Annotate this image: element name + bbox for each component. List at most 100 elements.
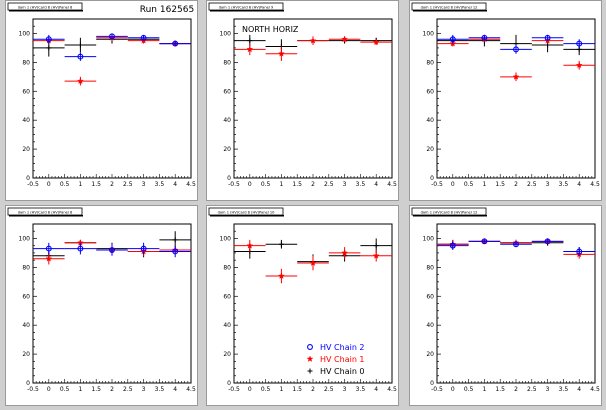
data-point — [481, 34, 488, 41]
data-point — [576, 40, 583, 47]
plot-frame — [436, 223, 596, 384]
pad-title-shadow — [413, 215, 487, 217]
x-tick-label: 4.5 — [387, 386, 397, 393]
y-tick-label: 40 — [22, 322, 30, 329]
data-point — [45, 245, 52, 252]
data-point — [372, 38, 380, 45]
y-tick-label: 20 — [22, 351, 30, 358]
x-tick-label: 3 — [343, 386, 347, 393]
x-tick-label: 3 — [546, 181, 550, 188]
pad-title: dam 1 (HV)Card 8 (HV)Panel 12 — [421, 211, 478, 215]
y-tick-label: 60 — [22, 88, 30, 95]
data-point — [109, 247, 115, 253]
pad-title-shadow — [210, 215, 284, 217]
x-tick-label: 2 — [514, 386, 518, 393]
x-tick-label: 1.5 — [292, 386, 302, 393]
x-tick-label: 0.5 — [60, 181, 70, 188]
data-point — [278, 50, 285, 57]
pad-title-shadow — [9, 10, 83, 12]
y-tick-label: 0 — [227, 380, 231, 387]
y-tick-label: 80 — [426, 59, 434, 66]
data-point — [246, 45, 254, 53]
x-tick-label: 2 — [110, 181, 114, 188]
data-point — [309, 37, 317, 44]
x-tick-label: 2.5 — [324, 386, 334, 393]
y-tick-label: 20 — [223, 351, 231, 358]
x-tick-label: -0.5 — [228, 181, 240, 188]
y-tick-label: 0 — [430, 175, 434, 182]
plot-pad-3: dam 1 (HV)Card 8 (HV)Panel 1202040608010… — [409, 0, 602, 201]
y-tick-label: 80 — [426, 264, 434, 271]
y-tick-label: 40 — [223, 322, 231, 329]
y-tick-label: 20 — [426, 146, 434, 153]
pad-title-shadow — [9, 215, 83, 217]
data-point — [341, 35, 348, 43]
data-point — [373, 243, 379, 249]
data-point — [544, 34, 551, 41]
legend-marker — [307, 368, 313, 374]
data-point — [140, 245, 147, 252]
y-tick-label: 40 — [426, 117, 434, 124]
x-tick-label: 3.5 — [356, 181, 366, 188]
x-tick-label: 4.5 — [186, 181, 196, 188]
data-point — [77, 42, 83, 48]
x-tick-label: 3.5 — [155, 181, 165, 188]
pad-title-shadow — [413, 10, 487, 12]
y-tick-label: 80 — [223, 59, 231, 66]
data-point — [140, 34, 147, 41]
data-point — [77, 77, 84, 85]
x-tick-label: 0.5 — [261, 386, 271, 393]
data-point — [372, 252, 380, 259]
legend-marker — [306, 355, 314, 362]
plot-pad-6: dam 1 (HV)Card 8 (HV)Panel 1202040608010… — [409, 205, 602, 406]
y-tick-label: 100 — [19, 30, 31, 37]
x-tick-label: 4 — [374, 181, 378, 188]
x-tick-label: 4.5 — [590, 386, 600, 393]
y-tick-label: 100 — [423, 235, 435, 242]
data-point — [172, 248, 179, 255]
y-tick-label: 100 — [423, 30, 435, 37]
y-tick-label: 100 — [19, 235, 31, 242]
x-tick-label: 2.5 — [123, 386, 133, 393]
data-point — [278, 272, 285, 279]
y-tick-label: 60 — [426, 293, 434, 300]
x-tick-label: 2.5 — [123, 181, 133, 188]
data-point — [575, 61, 583, 69]
plot-frame — [233, 223, 393, 384]
data-point — [246, 242, 254, 249]
x-tick-label: 0 — [47, 181, 51, 188]
x-tick-label: 0.5 — [464, 181, 474, 188]
data-point — [278, 241, 284, 247]
x-tick-label: 2.5 — [527, 386, 537, 393]
x-tick-label: 3.5 — [559, 181, 569, 188]
plot-pad-2: dam 1 (HV)Card 8 (HV)Panel 9020406080100… — [206, 0, 399, 201]
x-tick-label: 2 — [110, 386, 114, 393]
y-tick-label: 40 — [426, 322, 434, 329]
legend-label: HV Chain 0 — [320, 367, 365, 376]
data-point — [449, 36, 456, 43]
x-tick-label: 4 — [374, 386, 378, 393]
x-tick-label: 2 — [514, 181, 518, 188]
plot-pad-4: dam 1 (HV)Card 8 (HV)Panel 8020406080100… — [5, 205, 198, 406]
x-tick-label: -0.5 — [27, 386, 39, 393]
x-tick-label: 3 — [546, 386, 550, 393]
x-tick-label: 1.5 — [495, 386, 505, 393]
x-tick-label: 1 — [482, 386, 486, 393]
x-tick-label: 1.5 — [91, 181, 101, 188]
data-point — [513, 241, 519, 248]
data-point — [247, 38, 253, 44]
plot-pad-5: dam 1 (HV)Card 8 (HV)Panel 1002040608010… — [206, 205, 399, 406]
y-tick-label: 0 — [26, 380, 30, 387]
x-tick-label: 1 — [279, 386, 283, 393]
x-tick-label: 0.5 — [261, 181, 271, 188]
x-tick-label: 3 — [142, 386, 146, 393]
data-point — [576, 248, 583, 255]
data-point — [449, 242, 456, 249]
x-tick-label: -0.5 — [228, 386, 240, 393]
y-tick-label: 0 — [430, 380, 434, 387]
legend-label: HV Chain 1 — [320, 355, 365, 364]
x-tick-label: 0.5 — [464, 386, 474, 393]
x-tick-label: 0.5 — [60, 386, 70, 393]
data-point — [172, 237, 178, 243]
